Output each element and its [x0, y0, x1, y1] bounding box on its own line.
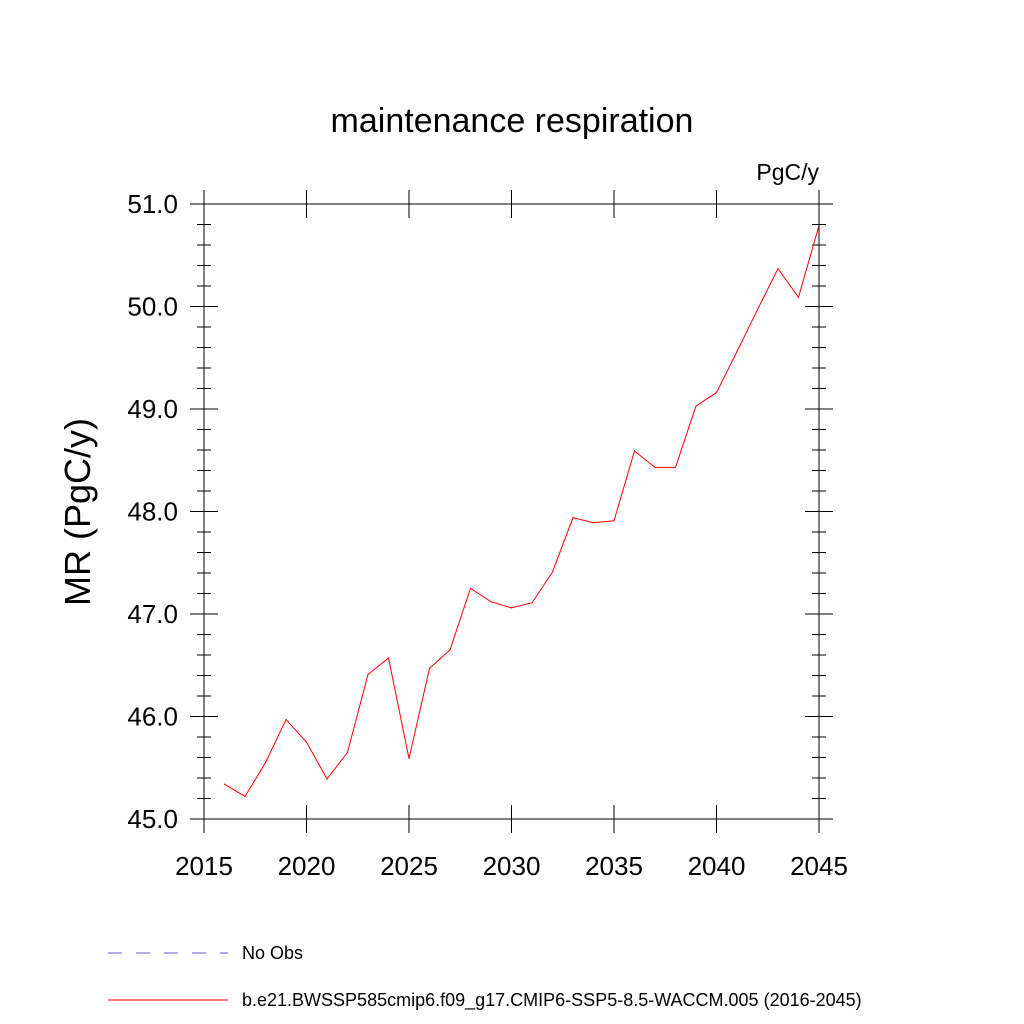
y-tick-label: 50.0: [127, 292, 178, 322]
data-point: [469, 587, 472, 589]
data-point: [326, 778, 328, 780]
x-tick-label: 2045: [790, 851, 848, 881]
data-point: [223, 783, 226, 785]
x-tick-label: 2040: [688, 851, 746, 881]
data-point: [797, 296, 800, 298]
data-point: [736, 351, 738, 353]
y-tick-label: 47.0: [127, 599, 178, 629]
data-point: [346, 751, 349, 753]
data-point: [305, 741, 308, 743]
data-point: [387, 657, 390, 659]
y-tick-label: 49.0: [127, 394, 178, 424]
series-layer: [223, 224, 820, 798]
x-tick-label: 2030: [483, 851, 541, 881]
data-point: [449, 649, 451, 651]
data-point: [613, 520, 615, 522]
chart-title: maintenance respiration: [331, 102, 694, 140]
series-line-1: [224, 225, 820, 798]
data-point: [756, 308, 759, 311]
data-point: [285, 718, 287, 721]
data-point: [674, 466, 677, 469]
major-ticks: [190, 190, 833, 833]
legend-label-no-obs: No Obs: [242, 943, 303, 963]
data-point: [244, 795, 246, 798]
legend-label-model: b.e21.BWSSP585cmip6.f09_g17.CMIP6-SSP5-8…: [242, 990, 862, 1011]
data-point: [510, 607, 513, 609]
y-tick-label: 48.0: [127, 497, 178, 527]
y-tick-label: 51.0: [127, 189, 178, 219]
x-tick-labels: 2015 2020 2025 2030 2035 2040 2045: [175, 851, 848, 881]
plot-frame: [203, 203, 820, 820]
data-point: [633, 450, 636, 452]
data-point: [531, 602, 533, 604]
data-point: [695, 405, 697, 407]
data-point: [572, 517, 574, 519]
data-point: [551, 571, 554, 573]
y-tick-label: 46.0: [127, 702, 178, 732]
data-point: [777, 267, 779, 270]
data-point: [428, 667, 431, 669]
data-point: [654, 466, 656, 469]
x-tick-label: 2035: [585, 851, 643, 881]
y-tick-label: 45.0: [127, 804, 178, 834]
data-point: [592, 522, 595, 524]
data-point: [367, 673, 369, 676]
data-point: [715, 392, 718, 394]
legend: No Obs b.e21.BWSSP585cmip6.f09_g17.CMIP6…: [108, 943, 862, 1011]
data-point: [490, 601, 492, 603]
data-point: [408, 757, 410, 760]
y-axis-label: MR (PgC/y): [57, 418, 98, 606]
y-tick-labels: 45.0 46.0 47.0 48.0 49.0 50.0 51.0: [127, 189, 178, 834]
data-point: [264, 762, 267, 764]
x-tick-label: 2025: [380, 851, 438, 881]
units-label: PgC/y: [756, 159, 819, 185]
minor-ticks: [197, 224, 826, 799]
x-tick-label: 2020: [278, 851, 336, 881]
x-tick-label: 2015: [175, 851, 233, 881]
